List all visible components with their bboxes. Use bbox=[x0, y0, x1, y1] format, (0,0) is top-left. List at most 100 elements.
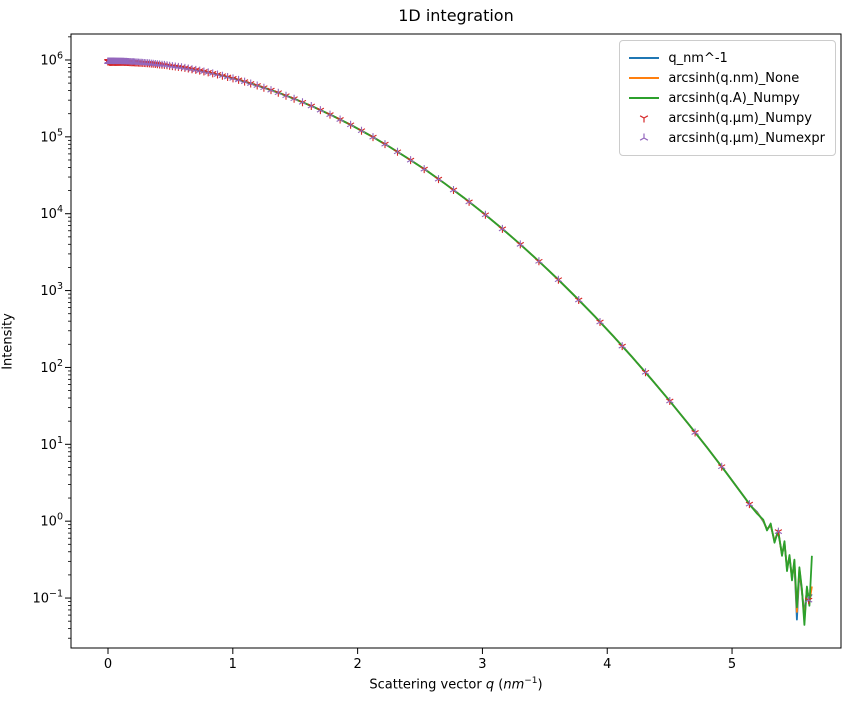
y-tick-label: 102 bbox=[40, 358, 63, 376]
tri-down-marker bbox=[641, 369, 650, 377]
tri-up-marker bbox=[745, 500, 754, 507]
x-tick-label: 1 bbox=[229, 657, 237, 672]
legend-line-icon bbox=[629, 57, 660, 59]
legend-item: arcsinh(q.nm)_None bbox=[629, 68, 825, 88]
tri-down-marker bbox=[282, 93, 290, 100]
tri-up-marker bbox=[641, 368, 650, 375]
legend-box: q_nm^-1 arcsinh(q.nm)_None arcsinh(q.A)_Nu… bbox=[619, 40, 836, 156]
tri-up-marker bbox=[666, 397, 674, 404]
tri-up-marker bbox=[498, 224, 507, 232]
legend-item-label: q_nm^-1 bbox=[668, 50, 728, 66]
tri-up-marker bbox=[298, 98, 307, 105]
legend-item-label: arcsinh(q.μm)_Numpy bbox=[668, 110, 812, 126]
tri-up-marker bbox=[434, 175, 443, 182]
legend-item: arcsinh(q.μm)_Numexpr bbox=[629, 128, 825, 148]
axes-frame bbox=[70, 33, 842, 649]
x-tick-label: 4 bbox=[603, 657, 611, 672]
legend-tri-up-icon bbox=[629, 131, 659, 145]
tri-up-marker bbox=[316, 106, 325, 113]
legend-line-swatch bbox=[629, 51, 660, 65]
tri-up-marker bbox=[267, 86, 275, 93]
tri-down-marker bbox=[223, 74, 232, 81]
tri-up-marker bbox=[290, 94, 298, 102]
x-tick-label: 0 bbox=[104, 657, 112, 672]
tri-up-marker bbox=[393, 147, 402, 155]
tri-up-marker bbox=[213, 70, 222, 77]
tri-down-marker bbox=[267, 87, 275, 95]
tri-down-marker bbox=[774, 529, 783, 536]
y-tick-label: 105 bbox=[40, 127, 63, 145]
tri-down-marker bbox=[393, 149, 402, 156]
tri-up-marker bbox=[596, 318, 604, 325]
tri-down-marker bbox=[326, 112, 334, 119]
tri-up-marker bbox=[357, 126, 366, 134]
y-tick-label: 10−1 bbox=[32, 589, 63, 607]
chart-title: 1D integration bbox=[398, 6, 514, 25]
tri-down-marker bbox=[346, 122, 355, 129]
tri-up-marker bbox=[307, 102, 316, 109]
tri-down-marker bbox=[481, 212, 490, 219]
tri-down-marker bbox=[274, 90, 283, 97]
tri-up-marker bbox=[282, 91, 290, 99]
tri-down-marker bbox=[465, 199, 473, 206]
tri-up-marker bbox=[240, 77, 249, 85]
tri-up-marker bbox=[260, 83, 268, 91]
x-axis-label-part: −1 bbox=[524, 676, 538, 686]
tri-up-marker bbox=[381, 140, 389, 147]
tri-up-marker bbox=[406, 156, 415, 163]
tri-down-marker bbox=[554, 277, 563, 284]
legend-item-label: arcsinh(q.A)_Numpy bbox=[668, 90, 800, 106]
tri-up-marker bbox=[554, 275, 563, 283]
legend-tri-down-icon bbox=[629, 111, 659, 125]
tri-up-marker bbox=[326, 110, 334, 118]
legend-line-icon bbox=[629, 77, 660, 79]
x-axis-label-part: nm bbox=[503, 677, 525, 693]
tri-down-marker bbox=[574, 297, 583, 304]
tri-down-marker bbox=[260, 85, 268, 92]
legend-item: arcsinh(q.μm)_Numpy bbox=[629, 108, 825, 128]
tri-up-marker bbox=[535, 257, 543, 264]
tri-down-marker bbox=[357, 128, 366, 135]
tri-up-marker bbox=[618, 342, 626, 349]
tri-down-icon bbox=[640, 115, 649, 123]
tri-down-marker bbox=[253, 83, 261, 90]
tri-down-marker bbox=[240, 79, 249, 86]
tri-up-marker bbox=[234, 75, 243, 83]
tri-up-marker bbox=[774, 527, 783, 535]
y-tick-label: 100 bbox=[40, 512, 63, 530]
tri-down-marker bbox=[745, 501, 754, 509]
tri-up-marker bbox=[223, 73, 232, 80]
legend-line-swatch bbox=[629, 91, 660, 105]
legend-item: arcsinh(q.A)_Numpy bbox=[629, 88, 825, 108]
tri-down-marker bbox=[434, 176, 443, 184]
legend-line-icon bbox=[629, 97, 660, 99]
tri-down-marker bbox=[336, 117, 344, 124]
x-axis-label: Scattering vector q (nm−1) bbox=[71, 676, 841, 692]
tri-down-marker bbox=[218, 73, 227, 80]
legend-item-label: arcsinh(q.μm)_Numexpr bbox=[668, 130, 825, 146]
y-tick-label: 104 bbox=[40, 204, 63, 222]
tri-down-marker bbox=[234, 77, 243, 84]
tri-down-marker bbox=[420, 166, 428, 174]
x-axis-label-part: q bbox=[485, 677, 495, 693]
tri-down-marker bbox=[498, 226, 507, 233]
tri-down-marker bbox=[290, 96, 298, 103]
tri-up-marker bbox=[218, 71, 227, 79]
tri-up-marker bbox=[336, 115, 344, 122]
tri-down-marker bbox=[246, 81, 255, 88]
tri-up-marker bbox=[465, 197, 473, 205]
tri-up-marker bbox=[420, 165, 428, 172]
tri-up-marker bbox=[717, 462, 726, 470]
tri-down-marker bbox=[618, 343, 626, 351]
tri-up-marker bbox=[246, 79, 255, 86]
tri-up-marker bbox=[691, 428, 699, 435]
legend-item: q_nm^-1 bbox=[629, 48, 825, 68]
tri-down-marker bbox=[516, 241, 525, 249]
y-tick-label: 101 bbox=[40, 435, 63, 453]
tri-down-marker bbox=[596, 319, 604, 326]
tri-up-icon bbox=[640, 133, 649, 141]
y-tick-label: 106 bbox=[40, 50, 63, 68]
tri-down-marker bbox=[666, 398, 674, 405]
